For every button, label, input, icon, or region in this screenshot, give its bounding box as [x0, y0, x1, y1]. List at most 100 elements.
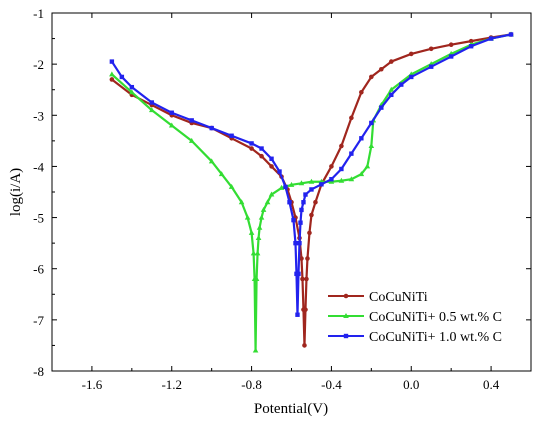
data-point — [369, 120, 374, 126]
data-point — [260, 206, 267, 212]
legend-item: CoCuNiTi+ 1.0 wt.% C — [328, 330, 502, 345]
data-point — [259, 153, 264, 159]
data-point — [408, 51, 414, 57]
data-point — [209, 125, 214, 131]
data-point — [278, 184, 285, 190]
data-point — [259, 146, 264, 151]
legend-swatch-marker — [343, 313, 349, 318]
x-tick-label: -1.6 — [82, 377, 103, 392]
series-line — [111, 33, 512, 352]
data-point — [388, 59, 394, 64]
data-point — [148, 107, 155, 113]
y-axis: -1 -2 -3 -4 -5 -6 -7 -8 — [33, 6, 531, 379]
data-point — [249, 141, 254, 146]
data-point — [359, 136, 364, 141]
x-axis: -1.6 -1.2 -0.8 -0.4 0.0 0.4 — [51, 13, 532, 392]
legend-swatch-marker — [343, 293, 349, 299]
data-point — [508, 32, 514, 37]
data-point — [109, 59, 115, 64]
data-point — [288, 181, 295, 187]
data-point — [329, 177, 334, 182]
data-point — [359, 89, 364, 95]
legend-label: CoCuNiTi+ 1.0 wt.% C — [369, 330, 502, 345]
y-tick-label: -1 — [33, 6, 44, 21]
data-point — [129, 84, 135, 90]
data-point — [250, 250, 257, 256]
data-point — [228, 183, 235, 189]
data-point — [302, 343, 307, 348]
x-tick-label: -1.2 — [161, 377, 182, 392]
data-point — [429, 64, 434, 69]
data-point — [379, 105, 384, 110]
data-point — [388, 86, 395, 92]
data-point — [238, 199, 245, 205]
data-point — [338, 177, 345, 183]
data-point — [268, 191, 275, 197]
y-tick-label: -8 — [33, 364, 44, 379]
y-tick-label: -5 — [33, 211, 44, 226]
data-point — [309, 212, 314, 218]
data-point — [208, 158, 215, 164]
data-point — [313, 199, 318, 205]
data-point — [349, 115, 354, 121]
data-point — [297, 240, 302, 246]
data-point — [349, 151, 354, 156]
x-tick-label: -0.8 — [241, 377, 262, 392]
data-point — [253, 275, 260, 281]
data-point — [269, 156, 274, 161]
legend: CoCuNiTi CoCuNiTi+ 0.5 wt.% C CoCuNiTi+ 1.… — [322, 284, 526, 352]
data-point — [296, 271, 301, 277]
data-point — [256, 224, 263, 230]
data-point — [308, 178, 315, 184]
plot-layer — [109, 31, 514, 353]
data-point — [298, 180, 305, 186]
data-point — [468, 38, 474, 44]
data-point — [229, 133, 234, 138]
data-point — [188, 137, 195, 143]
data-point — [283, 184, 288, 190]
data-point — [168, 122, 175, 128]
data-point — [379, 66, 384, 72]
x-tick-label: 0.0 — [403, 377, 419, 392]
data-point — [339, 166, 344, 172]
y-tick-label: -2 — [33, 57, 44, 72]
y-tick-label: -3 — [33, 108, 44, 123]
data-point — [189, 118, 194, 123]
data-point — [368, 142, 375, 148]
data-point — [109, 71, 115, 77]
data-point — [295, 312, 300, 317]
y-tick-label: -4 — [33, 159, 44, 174]
data-point — [218, 171, 225, 177]
data-point — [303, 307, 308, 312]
legend-item: CoCuNiTi+ 0.5 wt.% C — [328, 310, 502, 325]
data-point — [389, 92, 394, 98]
data-point — [428, 46, 434, 52]
data-point — [119, 74, 125, 80]
data-point — [301, 200, 306, 205]
data-point — [300, 276, 305, 282]
legend-label: CoCuNiTi — [369, 290, 428, 305]
data-point — [319, 182, 324, 187]
data-point — [448, 54, 454, 59]
data-point — [254, 250, 261, 256]
data-point — [468, 44, 474, 49]
data-point — [269, 164, 274, 169]
x-tick-label: 0.4 — [483, 377, 500, 392]
data-point — [169, 110, 174, 115]
data-point — [287, 200, 292, 205]
y-axis-label: log(i/A) — [8, 168, 24, 216]
data-point — [299, 256, 304, 261]
data-point — [304, 276, 309, 282]
data-point — [264, 199, 271, 205]
data-point — [348, 176, 355, 182]
data-point — [329, 164, 334, 169]
series-3 — [109, 32, 514, 317]
data-point — [364, 163, 371, 169]
series-2 — [109, 31, 514, 353]
data-point — [249, 146, 254, 151]
y-tick-label: -7 — [33, 313, 44, 328]
data-point — [109, 77, 115, 82]
legend-item: CoCuNiTi — [328, 290, 428, 305]
data-point — [309, 187, 314, 192]
